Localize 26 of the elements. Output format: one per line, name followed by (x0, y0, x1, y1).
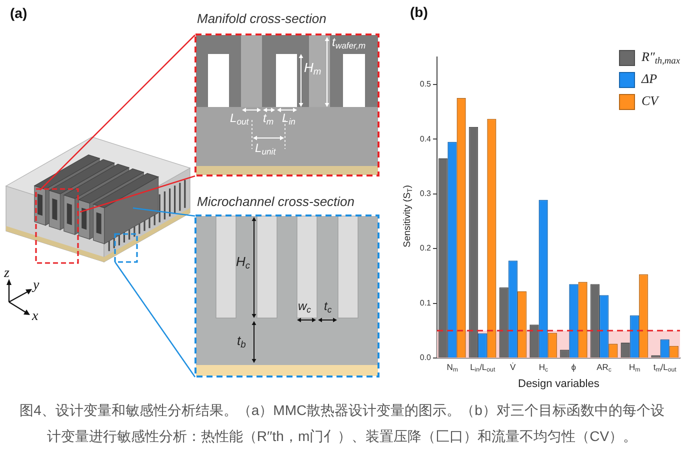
legend-label: ΔP (641, 70, 658, 88)
y-tick-label: 0.3 (420, 189, 432, 198)
x-tick-label: H$_{c}$ (538, 362, 548, 374)
x-tick-label: N$_{m}$ (446, 362, 458, 374)
text: (a) (10, 5, 28, 22)
legend-label: R″$_{th,max}$ (641, 48, 680, 67)
x-tick-label: H$_{m}$ (628, 362, 640, 374)
text: Microchannel cross-section (197, 194, 355, 210)
legend-label: CV (641, 92, 658, 110)
x-tick-label: L$_{in}$/L$_{out}$ (470, 362, 496, 374)
text: z (4, 266, 10, 282)
x-tick-label: V̇ (510, 362, 516, 372)
y-tick-label: 0.5 (420, 80, 432, 89)
y-tick-label: 0.2 (420, 244, 432, 253)
y-tick-label: 0.4 (420, 134, 432, 144)
text: y (33, 278, 40, 294)
text: x (32, 309, 38, 324)
text: Manifold cross-section (197, 11, 326, 26)
chart-title: (b) (410, 4, 428, 20)
x-tick-label: ϕ (571, 362, 576, 372)
y-tick-label: 0.0 (420, 353, 432, 362)
caption: 图4、设计变量和敏感性分析结果。（a）MMC散热器设计变量的图示。（b）对三个目标函数中的每个设计变量进行敏感性分析：热性能（R′′th，m门亻）、装置压降（匚口）和流量不均匀性（CV）。 (18, 401, 666, 446)
x-tick-label: AR$_{c}$ (596, 362, 612, 374)
y-tick-label: 0.1 (420, 298, 432, 308)
x-tick-label: t$_{m}$/L$_{out}$ (653, 362, 676, 374)
x-axis-title: Design variables (518, 378, 600, 390)
